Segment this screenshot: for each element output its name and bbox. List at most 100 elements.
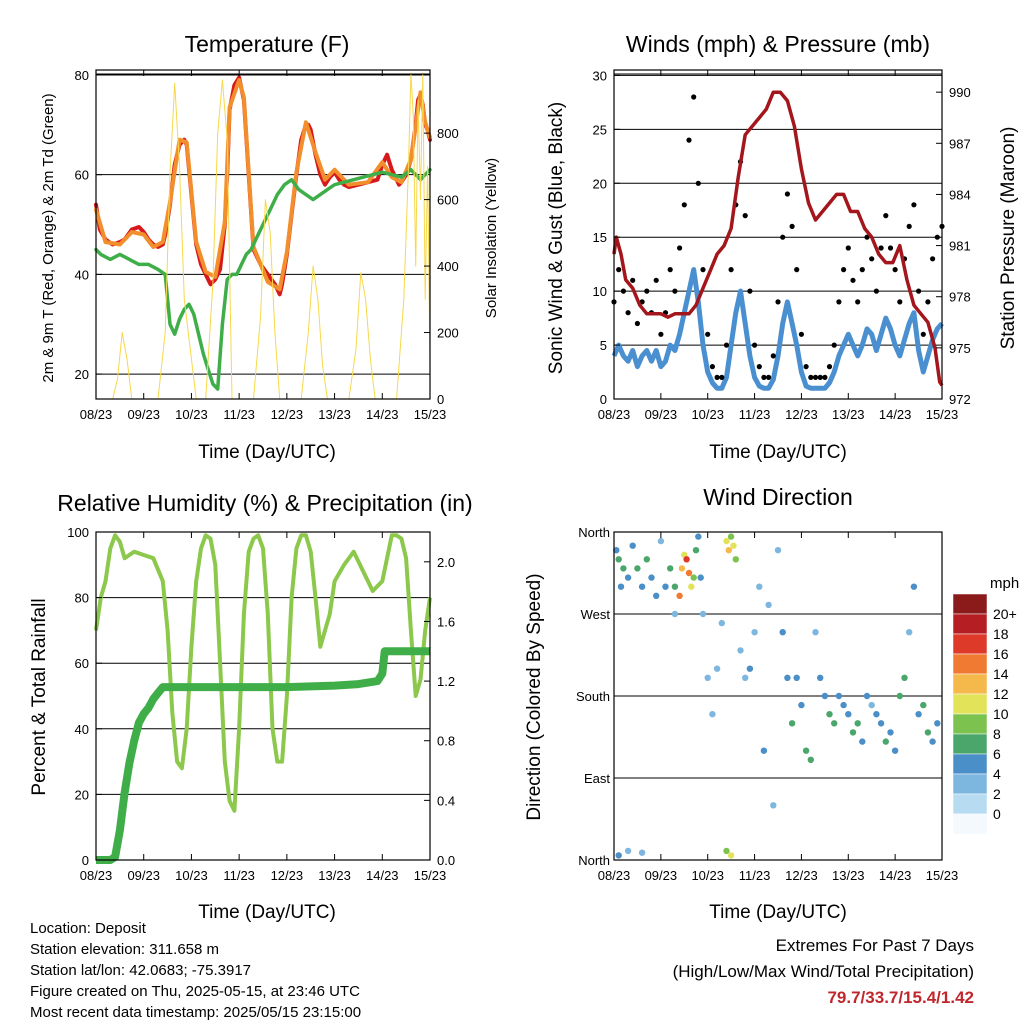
winds-y2tick-label: 987 [949, 136, 971, 151]
rh-y2tick-label: 1.6 [437, 614, 455, 629]
winds-gust-point [864, 234, 870, 240]
winds-gust-point [742, 213, 748, 219]
winds-gust-point [812, 374, 819, 380]
dir-point [695, 533, 702, 540]
winds-gust-point [794, 267, 800, 273]
dir-point [859, 738, 866, 745]
winds-gust-point [672, 288, 678, 294]
dir-point [692, 547, 700, 554]
winds-gust-point [803, 364, 809, 370]
temperature-ylabel-right: Solar Insolation (Yellow) [483, 158, 500, 318]
winds-xtick-label: 11/23 [739, 407, 771, 422]
dir-point [812, 629, 819, 636]
winds-gust-point [845, 245, 851, 251]
dir-point [662, 583, 669, 590]
dir-xtick-label: 10/23 [691, 868, 724, 883]
colorbar-swatch [952, 713, 988, 735]
winds-gust-point [677, 245, 683, 251]
dir-xtick-label: 13/23 [832, 868, 865, 883]
rh-y2tick-label: 0.0 [437, 853, 455, 868]
winds-gust-point [831, 342, 837, 348]
rh-ytick-label: 80 [75, 591, 89, 606]
dir-point [638, 583, 646, 590]
rh-series-relative-humidity [94, 533, 432, 813]
dir-point [723, 537, 730, 545]
winds-ytick-label: 5 [600, 338, 607, 353]
temp-ytick-label: 60 [75, 168, 89, 183]
winds-gust-point [686, 137, 692, 143]
rh-y2tick-label: 0.8 [437, 734, 455, 749]
colorbar-label: 16 [993, 646, 1009, 662]
winds-gust-point [634, 320, 641, 327]
dir-point [924, 729, 932, 736]
winds-gust-point [747, 288, 753, 294]
winds-gust-point [883, 213, 889, 219]
winds-gust-point [789, 223, 795, 229]
dir-point [906, 629, 913, 636]
station-elevation: Station elevation: 311.658 m [30, 941, 220, 958]
dir-point [671, 583, 679, 590]
winds-y2tick-label: 975 [949, 341, 971, 356]
winds-gust-point [859, 267, 865, 273]
winds-xtick-label: 10/23 [691, 407, 724, 422]
dir-xtick-label: 08/23 [598, 868, 631, 883]
winds-gust-point [873, 288, 880, 294]
colorbar-label: 20+ [993, 606, 1017, 622]
dir-point [624, 847, 632, 855]
dir-point [934, 720, 941, 727]
rh-xtick-label: 08/23 [80, 868, 113, 883]
winds-xlabel: Time (Day/UTC) [709, 442, 847, 463]
colorbar-swatch [952, 733, 988, 755]
temp-xtick-label: 13/23 [318, 407, 351, 422]
colorbar-label: 18 [993, 626, 1009, 642]
dir-point [690, 574, 697, 581]
dir-ytick-label: West [581, 607, 611, 622]
dir-point [910, 583, 918, 590]
winds-gust-point [934, 234, 940, 240]
winds-ytick-label: 30 [593, 68, 607, 83]
dir-point [697, 574, 704, 581]
winds-title: Winds (mph) & Pressure (mb) [626, 31, 930, 57]
dir-point [653, 592, 660, 599]
winds-gust-point [681, 202, 687, 208]
temp-xtick-label: 12/23 [271, 407, 304, 422]
temp-xtick-label: 10/23 [175, 407, 208, 422]
dir-point [624, 574, 632, 581]
dir-xtick-label: 09/23 [645, 868, 678, 883]
dir-point [638, 849, 646, 856]
rh-ytick-label: 60 [75, 656, 89, 671]
dir-point [887, 729, 894, 736]
direction-ylabel-left: Direction (Colored By Speed) [524, 573, 545, 820]
dir-point [643, 556, 650, 563]
winds-gust-point [906, 223, 912, 229]
winds-gust-point [911, 202, 917, 208]
dir-point [718, 619, 725, 627]
winds-ytick-label: 20 [593, 176, 607, 191]
dir-point [671, 610, 679, 618]
winds-gust-point [826, 364, 833, 370]
winds-ylabel-left: Sonic Wind & Gust (Blue, Black) [546, 102, 567, 374]
winds-gust-point [667, 267, 673, 273]
dir-point [877, 720, 885, 727]
winds-gust-point [925, 299, 931, 305]
temperature-xlabel: Time (Day/UTC) [198, 442, 336, 463]
temp-ytick-label: 20 [75, 367, 89, 382]
dir-point [770, 802, 777, 809]
winds-gust-point [723, 342, 730, 348]
temp-series-2m-t [94, 75, 432, 297]
dir-point [634, 565, 641, 572]
winds-gust-point [892, 267, 898, 273]
dir-point [793, 674, 800, 681]
rh-xtick-label: 09/23 [127, 868, 160, 883]
winds-gust-point [855, 299, 861, 305]
winds-gust-point [761, 374, 767, 380]
station-location: Location: Deposit [30, 920, 146, 937]
winds-ylabel-right: Station Pressure (Maroon) [998, 127, 1019, 350]
dir-point [891, 747, 899, 754]
dir-point [807, 756, 814, 763]
dir-point [821, 692, 829, 700]
colorbar-swatch [952, 593, 988, 615]
dir-point [863, 692, 871, 700]
winds-gust-point [770, 353, 776, 359]
dir-point [868, 701, 875, 709]
